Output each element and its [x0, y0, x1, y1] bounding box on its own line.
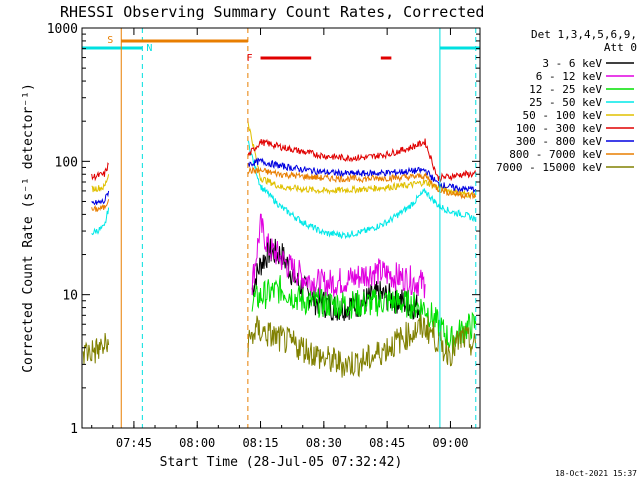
series-line-6	[247, 138, 477, 183]
series-line-4	[247, 140, 477, 240]
legend-label-7: 300 - 800 keV	[516, 135, 602, 148]
x-tick-label-4: 08:30	[306, 436, 342, 450]
y-tick-label-1: 1	[70, 422, 78, 437]
footer-date: 18-Oct-2021 15:37	[555, 469, 637, 478]
x-tick-label-3: 08:15	[242, 436, 278, 450]
legend-label-1: 3 - 6 keV	[542, 57, 602, 70]
legend-header-line-2: Att 0	[604, 41, 637, 54]
x-tick-label-1: 07:45	[116, 436, 152, 450]
legend-label-6: 100 - 300 keV	[516, 122, 602, 135]
series-line-7	[247, 157, 477, 194]
series-layer	[82, 121, 477, 378]
series-line-8	[91, 199, 110, 213]
series-line-2	[251, 213, 426, 299]
axes-layer: 07:45 08:00 08:15 08:30 08:45 09:00 1 10 100 1000	[47, 22, 480, 450]
series-line-7	[91, 190, 110, 206]
series-line-4	[91, 207, 110, 236]
x-tick-label-6: 09:00	[432, 436, 468, 450]
y-tick-label-4: 1000	[47, 22, 78, 37]
series-line-9	[247, 314, 477, 378]
x-tick-label-5: 08:45	[369, 436, 405, 450]
legend-header-line-1: Det 1,3,4,5,6,9,	[531, 28, 637, 41]
series-line-6	[91, 162, 109, 182]
series-line-5	[91, 174, 110, 193]
marker-layer: S N F	[82, 28, 480, 428]
series-line-9	[82, 332, 110, 365]
series-line-8	[247, 166, 477, 200]
legend-label-9: 7000 - 15000 keV	[496, 161, 602, 174]
legend-label-5: 50 - 100 keV	[523, 109, 603, 122]
chart-title: RHESSI Observing Summary Count Rates, Co…	[60, 3, 484, 21]
y-axis-label: Corrected Count Rate (s⁻¹ detector⁻¹)	[21, 83, 36, 373]
legend-label-8: 800 - 7000 keV	[509, 148, 602, 161]
legend-label-4: 25 - 50 keV	[529, 96, 602, 109]
legend-label-2: 6 - 12 keV	[536, 70, 603, 83]
y-tick-label-3: 100	[55, 155, 78, 170]
x-tick-label-2: 08:00	[179, 436, 215, 450]
marker-label-3: F	[247, 53, 253, 64]
plot-frame	[81, 27, 481, 429]
marker-label-1: S	[107, 35, 113, 46]
x-axis-label: Start Time (28-Jul-05 07:32:42)	[160, 455, 403, 470]
y-tick-label-2: 10	[62, 289, 78, 304]
legend-label-3: 12 - 25 keV	[529, 83, 602, 96]
marker-label-2: N	[146, 43, 152, 54]
